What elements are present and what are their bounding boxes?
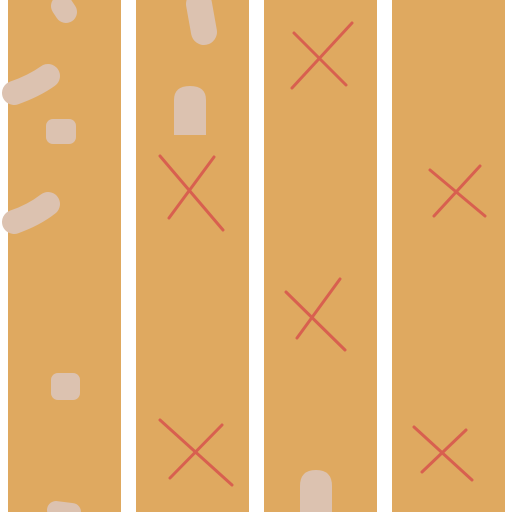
lane-4[interactable] [392,0,505,512]
tall-blob[interactable] [300,470,332,512]
lane-2[interactable] [136,0,249,512]
lane-3[interactable] [264,0,377,512]
x-mark[interactable] [284,277,347,352]
pill-blob[interactable] [2,64,60,105]
x-mark[interactable] [158,154,225,232]
x-mark[interactable] [428,164,487,218]
square-blob[interactable] [51,373,80,400]
pill-blob[interactable] [51,0,77,23]
x-mark[interactable] [412,425,474,482]
pill-blob[interactable] [186,0,217,45]
square-blob[interactable] [46,119,76,144]
pill-blob[interactable] [2,192,60,234]
tall-blob[interactable] [174,86,206,135]
x-mark[interactable] [158,418,234,487]
x-mark[interactable] [290,21,354,90]
